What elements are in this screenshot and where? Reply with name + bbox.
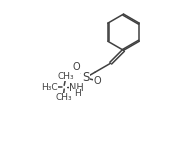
Text: H₃C: H₃C: [41, 83, 58, 92]
Text: O: O: [73, 62, 81, 73]
Text: S: S: [82, 71, 89, 84]
Text: CH₃: CH₃: [57, 72, 74, 81]
Text: NH: NH: [69, 83, 84, 93]
Text: O: O: [93, 76, 101, 86]
Text: H: H: [74, 90, 80, 98]
Text: CH₃: CH₃: [55, 93, 72, 102]
